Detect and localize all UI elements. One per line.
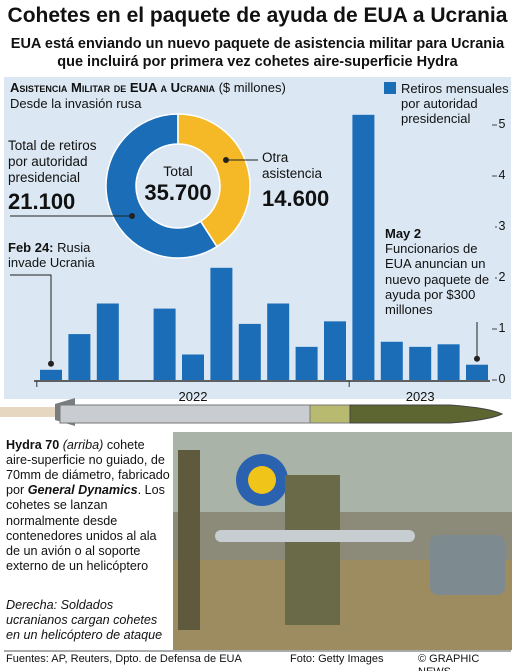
caption-text: cohete aire-superficie no guiado, de 70m… bbox=[6, 438, 170, 498]
pie-label: Total de retiros por autoridad presidenc… bbox=[8, 138, 97, 185]
bar bbox=[210, 267, 233, 380]
subtitle: que incluirá por primera vez cohetes air… bbox=[57, 54, 458, 70]
annotation-leader bbox=[10, 274, 52, 364]
bar bbox=[182, 354, 204, 380]
rocket bbox=[0, 398, 504, 426]
y-tick-label: 4 bbox=[498, 168, 506, 182]
annotation: Feb 24: Rusia invade Ucrania bbox=[8, 240, 103, 271]
photo-credit: Foto: Getty Images bbox=[290, 653, 384, 665]
photo bbox=[173, 432, 512, 650]
photo-caption: Derecha: Soldados ucranianos cargan cohe… bbox=[6, 598, 163, 643]
rocket-exhaust bbox=[0, 407, 60, 417]
bar bbox=[267, 303, 290, 380]
annotation-text: Rusia invade Ucrania bbox=[8, 240, 95, 271]
pie-value-label: 14.600 bbox=[262, 186, 330, 211]
rocket-band bbox=[309, 404, 351, 424]
pie-leader-dot bbox=[223, 157, 229, 163]
subtitle: EUA está enviando un nuevo paquete de as… bbox=[10, 36, 505, 52]
photo-pod bbox=[430, 535, 505, 595]
pie-label: Otra asistencia bbox=[262, 150, 323, 181]
chart-title: Asistencia Militar de EUA a Ucrania ($ m… bbox=[10, 80, 286, 95]
chart-subtitle: Desde la invasión rusa bbox=[10, 96, 142, 111]
rocket-motor bbox=[59, 404, 311, 424]
photo-soldier bbox=[178, 450, 200, 630]
annotation: May 2 Funcionarios de EUA anuncian un nue… bbox=[385, 226, 495, 318]
legend-label: Retiros mensuales por autoridad presiden… bbox=[401, 81, 509, 127]
x-tick-label: 2023 bbox=[405, 389, 435, 404]
y-tick-label: 1 bbox=[498, 321, 506, 335]
annotation-dot bbox=[48, 360, 54, 367]
bar bbox=[324, 321, 346, 380]
legend-swatch bbox=[384, 82, 396, 94]
caption-name: Hydra 70 bbox=[6, 438, 60, 452]
caption-text: . Los cohetes se lanzan normalmente desd… bbox=[6, 483, 165, 573]
title: Cohetes en el paquete de ayuda de EUA a … bbox=[7, 4, 508, 27]
bar bbox=[437, 344, 460, 380]
bar bbox=[68, 334, 91, 380]
pie-slice bbox=[177, 113, 251, 248]
annotation-dot bbox=[474, 355, 480, 362]
sources: Fuentes: AP, Reuters, Dpto. de Defensa d… bbox=[6, 653, 242, 665]
pie-value-label: 21.100 bbox=[8, 189, 76, 214]
y-tick-label: 2 bbox=[498, 270, 506, 284]
pie-center-label: Total bbox=[163, 163, 193, 179]
annotation-date: May 2 bbox=[385, 226, 422, 241]
photo-rocket bbox=[215, 530, 415, 542]
credit: © GRAPHIC NEWS bbox=[418, 653, 480, 671]
caption-maker: General Dynamics bbox=[27, 483, 138, 498]
y-tick-label: 0 bbox=[498, 372, 506, 386]
bar bbox=[40, 369, 62, 380]
annotation-date: Feb 24: bbox=[8, 240, 54, 255]
bar bbox=[238, 323, 261, 380]
rocket-warhead bbox=[349, 404, 504, 424]
bar bbox=[409, 346, 432, 380]
pie-leader-dot bbox=[129, 213, 135, 219]
pie-total: 35.700 bbox=[144, 180, 212, 205]
caption: Hydra 70 (arriba) cohete aire-superficie… bbox=[6, 438, 171, 574]
photo-soldier bbox=[285, 475, 340, 625]
annotation-text: Funcionarios de EUA anuncian un nuevo pa… bbox=[385, 241, 490, 318]
y-tick-label: 5 bbox=[498, 117, 506, 131]
chart-title-text: Asistencia Militar de EUA a Ucrania bbox=[10, 80, 215, 95]
chart-unit: ($ millones) bbox=[218, 80, 286, 95]
pie-slice bbox=[105, 113, 219, 259]
bar bbox=[466, 364, 488, 380]
x-tick-label: 2022 bbox=[178, 389, 208, 404]
bar bbox=[153, 308, 176, 380]
bar bbox=[295, 346, 318, 380]
bar bbox=[96, 303, 119, 380]
caption-note: (arriba) bbox=[62, 438, 104, 452]
photo-roundel-center bbox=[248, 466, 276, 494]
bar bbox=[380, 341, 403, 380]
y-tick-label: 3 bbox=[498, 219, 506, 233]
bar bbox=[352, 114, 375, 381]
photo-helicopter bbox=[173, 432, 512, 512]
